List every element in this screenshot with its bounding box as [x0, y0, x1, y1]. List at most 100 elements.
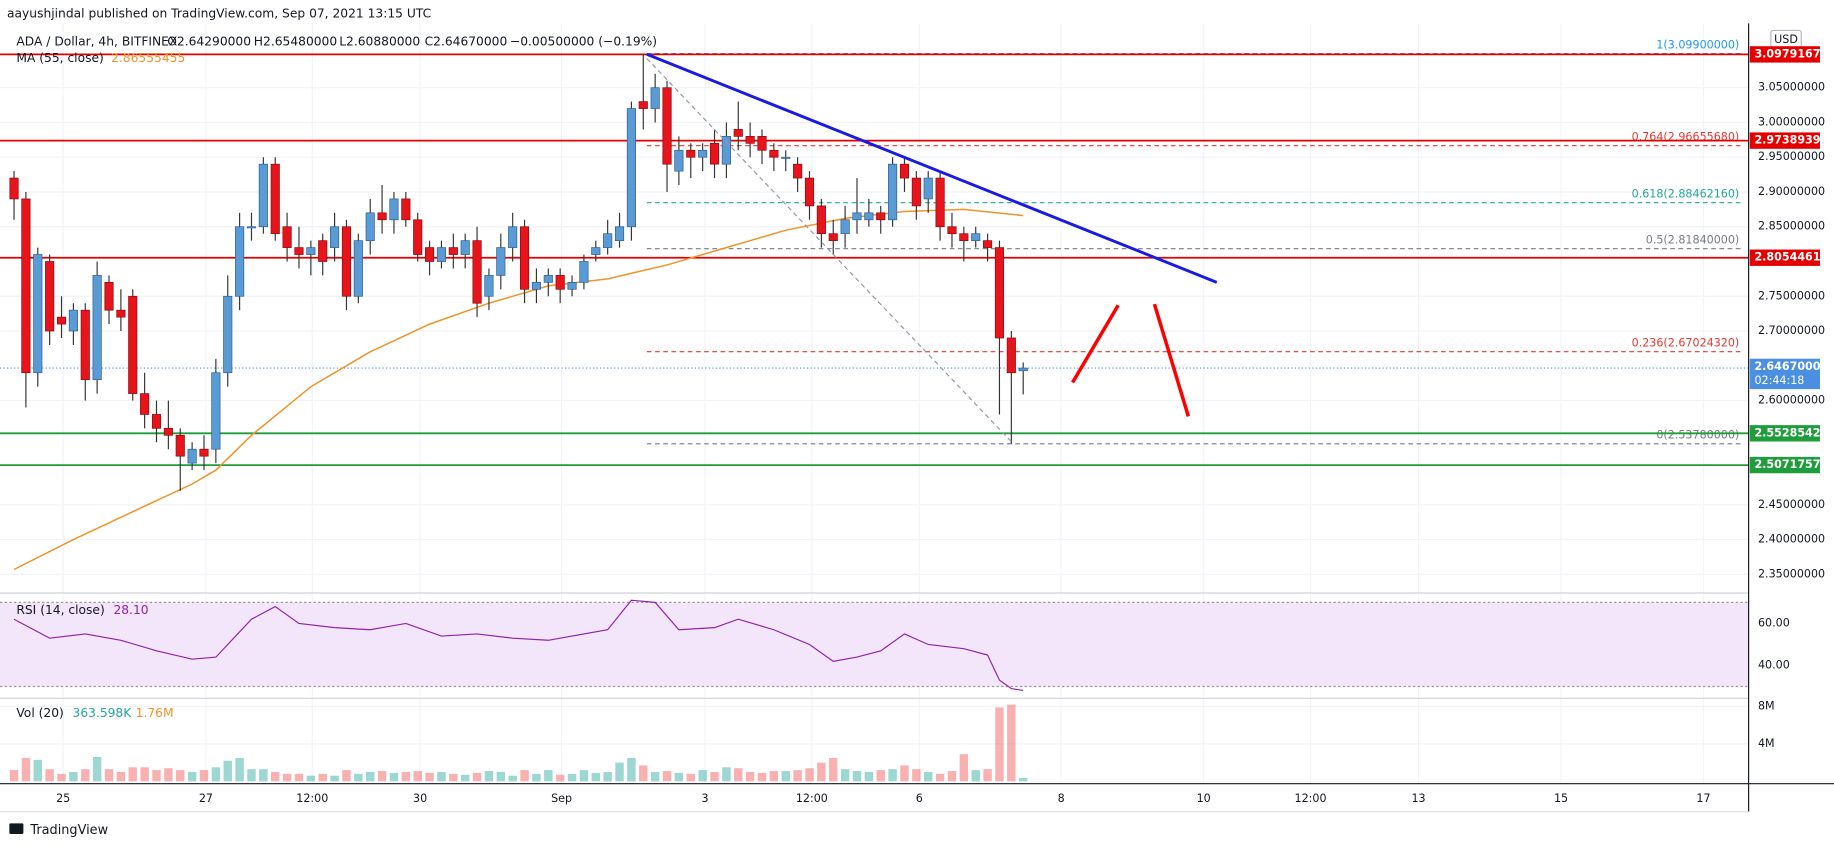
candle-body	[555, 275, 565, 290]
volume-bar	[805, 768, 814, 782]
volume-bar	[389, 772, 399, 782]
candle-body	[45, 261, 55, 332]
candle-body	[104, 282, 114, 311]
volume-bar	[472, 772, 482, 782]
volume-bar	[947, 771, 957, 782]
fib-label: 0(2.53780000)	[1656, 429, 1739, 442]
volume-bar	[57, 773, 66, 782]
price-level-box	[1749, 46, 1820, 63]
y-tick-label: 2.60000000	[1758, 394, 1825, 407]
trendline	[646, 52, 1218, 284]
volume-name: Vol (20)	[16, 706, 63, 720]
volume-bar	[829, 757, 838, 782]
volume-bar	[247, 769, 256, 782]
x-tick-label: 12:00	[1295, 792, 1327, 805]
y-tick-label: 2.75000000	[1758, 289, 1825, 302]
ohlc-change: −0.00500000 (−0.19%)	[510, 35, 657, 49]
candle-body	[80, 309, 90, 381]
volume-bar	[912, 769, 921, 782]
candle-body	[246, 226, 257, 229]
candle-body	[92, 275, 102, 381]
volume-bar	[164, 768, 173, 782]
price-level-label: 3.09791678	[1754, 47, 1828, 60]
volume-bar	[496, 771, 506, 782]
candle-body	[401, 198, 411, 221]
currency[interactable]: USD	[1774, 33, 1798, 46]
candle-body	[650, 87, 660, 109]
x-tick-label: 13	[1411, 792, 1425, 805]
candle-body	[923, 177, 933, 200]
candle-body	[306, 247, 316, 255]
volume-bar	[591, 772, 601, 782]
volume-bar	[615, 762, 624, 782]
candle-body	[460, 240, 470, 255]
y-tick-label: 40.00	[1758, 658, 1790, 671]
candle-body	[745, 136, 755, 144]
candle-body	[413, 219, 423, 255]
candle-body	[294, 247, 304, 255]
published-note: aayushjindal published on TradingView.co…	[7, 7, 431, 21]
volume-bar	[152, 770, 161, 782]
price-level-box	[1749, 425, 1820, 442]
price-level-label: 2.80544619	[1754, 251, 1828, 264]
candle-body	[876, 212, 886, 221]
volume-bar	[484, 771, 494, 782]
fib-connector	[646, 58, 1014, 444]
volume-bar	[508, 775, 517, 782]
volume-ma: 1.76M	[136, 706, 174, 720]
rsi-name: RSI (14, close)	[16, 603, 104, 617]
ohlc-close: C2.64670000	[425, 35, 508, 49]
candle-body	[662, 87, 672, 165]
volume-bar	[449, 773, 458, 782]
volume-bar	[69, 771, 78, 782]
volume-bar	[330, 775, 339, 782]
candle-body	[935, 177, 945, 228]
volume-bar	[734, 768, 743, 782]
symbol: ADA / Dollar, 4h, BITFINEX	[16, 35, 178, 49]
candle-body	[68, 309, 78, 332]
candle-body	[21, 198, 31, 374]
volume-bar	[318, 773, 327, 782]
x-tick-label: 27	[199, 792, 213, 805]
candle-body	[211, 372, 221, 450]
y-tick-label: 3.05000000	[1758, 81, 1825, 94]
volume-bar	[1007, 704, 1016, 782]
candle-body	[959, 233, 969, 241]
candle-body	[911, 177, 921, 207]
y-tick-label: 8M	[1758, 699, 1775, 712]
candle-body	[888, 163, 898, 221]
candle-body	[1018, 367, 1028, 372]
candle-body	[151, 414, 162, 429]
volume-bar	[223, 760, 232, 782]
x-tick-label: 3	[701, 792, 708, 805]
y-tick-label: 2.45000000	[1758, 498, 1825, 511]
candle-body	[1006, 337, 1016, 374]
brand: TradingView	[29, 823, 108, 838]
brand-icon	[9, 823, 24, 834]
volume-bar	[211, 767, 221, 782]
candle-body	[757, 136, 767, 151]
candle-body	[567, 282, 577, 290]
candle-body	[793, 163, 803, 179]
candle-body	[258, 163, 268, 228]
ma-name: MA (55, close)	[16, 51, 103, 65]
countdown-label: 02:44:18	[1754, 374, 1804, 387]
candle-body	[128, 295, 138, 394]
candle-body	[781, 156, 791, 159]
volume-bar	[698, 770, 707, 782]
volume-bar	[259, 769, 268, 782]
rsi-line	[13, 599, 1024, 692]
volume-bar	[377, 771, 387, 782]
ohlc-high: H2.65480000	[254, 35, 337, 49]
candle-body	[721, 136, 731, 165]
volume-bar	[306, 775, 316, 782]
footer-brand: TradingView	[9, 823, 108, 838]
price-level-box	[1749, 249, 1820, 266]
volume-bar	[271, 771, 280, 782]
candle-body	[674, 149, 684, 172]
volume-bar	[864, 771, 874, 782]
volume-bar	[888, 769, 897, 782]
volume-bar	[354, 773, 363, 782]
candle-body	[496, 247, 506, 276]
